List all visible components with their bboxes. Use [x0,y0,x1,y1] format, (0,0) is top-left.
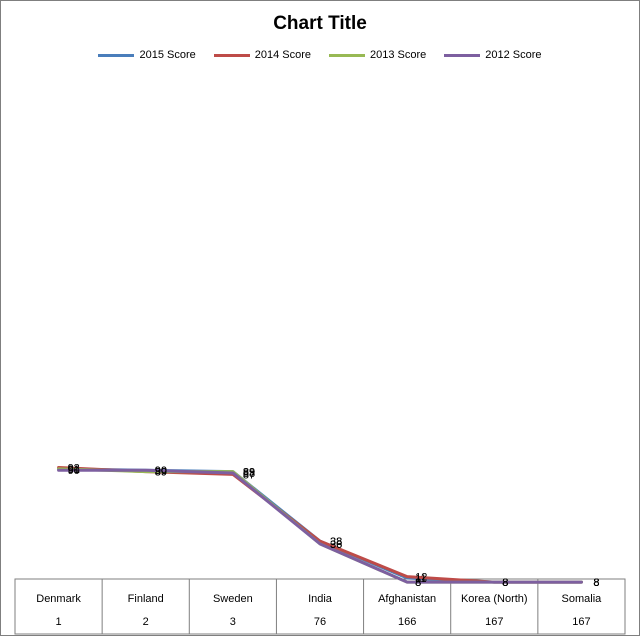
category-rank-label: 1 [56,616,62,628]
category-label: India [308,593,333,605]
chart-title: Chart Title [273,13,367,34]
data-label: 11 [415,573,426,585]
category-label: Sweden [213,593,253,605]
data-label: 8 [502,577,508,589]
data-label: 8 [502,577,508,589]
data-label: 36 [330,539,342,551]
data-label: 90 [155,465,167,477]
data-label: 90 [155,465,167,477]
category-rank-label: 166 [398,616,416,628]
legend-item-2015: 2015 Score [98,49,196,61]
data-label: 8 [593,577,599,589]
data-label: 8 [593,577,599,589]
data-label: 8 [415,577,421,589]
series-line-2013-score [57,467,583,584]
data-label: 38 [330,536,342,548]
data-label: 8 [502,577,508,589]
data-label: 12 [415,572,427,584]
data-label: 89 [155,467,167,479]
data-label: 89 [155,467,167,479]
category-rank-label: 76 [314,616,326,628]
legend-swatch-2012 [444,53,481,57]
data-label: 89 [243,467,255,479]
category-label: Denmark [36,593,81,605]
legend-swatch-2014 [213,53,250,57]
series-line-2015-score [57,467,583,584]
category-rank-label: 167 [572,616,590,628]
legend-label-2014: 2014 Score [254,49,311,61]
data-label: 90 [68,465,80,477]
legend-item-2013: 2013 Score [329,49,426,61]
legend-label-2012: 2012 Score [485,49,542,61]
category-label: Somalia [562,593,603,605]
category-label: Afghanistan [378,593,436,605]
data-label: 8 [415,577,421,589]
category-label: Korea (North) [461,593,528,605]
category-table-border [14,578,626,635]
legend-item-2012: 2012 Score [444,49,542,61]
data-label: 36 [330,539,342,551]
data-label: 8 [593,577,599,589]
data-label: 38 [330,536,342,548]
legend-swatch-2015 [98,53,135,57]
data-label: 92 [68,463,80,475]
category-label: Finland [128,593,164,605]
data-label: 89 [243,467,255,479]
legend-label-2013: 2013 Score [370,49,427,61]
category-rank-label: 167 [485,616,503,628]
data-label: 8 [593,577,599,589]
legend-label-2015: 2015 Score [139,49,196,61]
legend-swatch-2013 [329,53,365,57]
data-label: 88 [243,468,255,480]
series-line-2012-score [57,468,583,584]
series-line-2014-score [57,466,583,584]
data-label: 91 [68,464,80,476]
category-rank-label: 2 [143,616,149,628]
category-rank-label: 3 [230,616,236,628]
data-label: 8 [502,577,508,589]
data-label: 87 [243,469,255,481]
legend-item-2014: 2014 Score [213,49,311,61]
legend: 2015 Score 2014 Score 2013 Score 2012 Sc… [1,49,639,61]
data-label: 91 [68,464,80,476]
